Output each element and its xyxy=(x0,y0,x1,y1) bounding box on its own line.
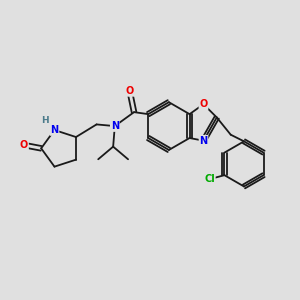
Text: O: O xyxy=(200,99,208,109)
Text: O: O xyxy=(126,86,134,96)
Text: N: N xyxy=(50,125,59,135)
Text: H: H xyxy=(41,116,49,125)
Text: N: N xyxy=(200,136,208,146)
Text: N: N xyxy=(111,121,119,131)
Text: Cl: Cl xyxy=(204,173,215,184)
Text: O: O xyxy=(20,140,28,150)
